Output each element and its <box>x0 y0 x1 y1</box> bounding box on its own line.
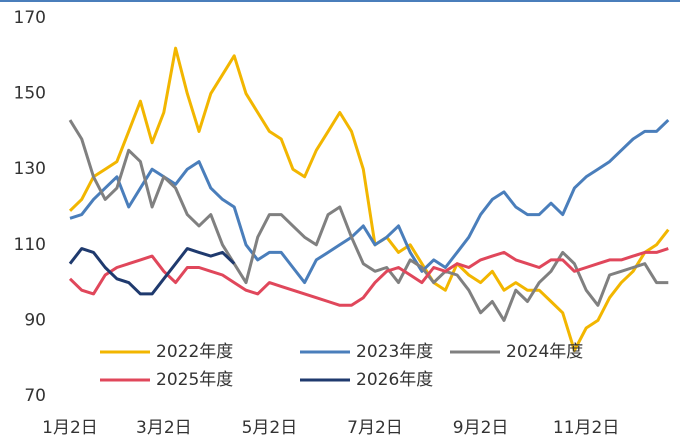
legend-label: 2023年度 <box>356 342 433 362</box>
legend-label: 2024年度 <box>506 342 583 362</box>
legend-label: 2026年度 <box>356 370 433 390</box>
legend-label: 2022年度 <box>156 342 233 362</box>
x-tick-label: 11月2日 <box>553 418 619 438</box>
x-tick-label: 1月2日 <box>42 418 98 438</box>
series-line <box>68 247 236 296</box>
x-tick-label: 3月2日 <box>136 418 192 438</box>
y-tick-label: 110 <box>14 235 46 255</box>
y-tick-label: 70 <box>24 386 46 406</box>
x-tick-label: 7月2日 <box>347 418 403 438</box>
x-tick-label: 5月2日 <box>242 418 298 438</box>
y-tick-label: 130 <box>14 159 46 179</box>
series-line <box>68 46 670 353</box>
series-line <box>68 119 669 322</box>
y-tick-label: 90 <box>24 310 46 330</box>
x-tick-label: 9月2日 <box>453 418 509 438</box>
legend-label: 2025年度 <box>156 370 233 390</box>
series-line <box>68 247 669 307</box>
y-tick-label: 170 <box>14 8 46 28</box>
y-tick-label: 150 <box>14 84 46 104</box>
